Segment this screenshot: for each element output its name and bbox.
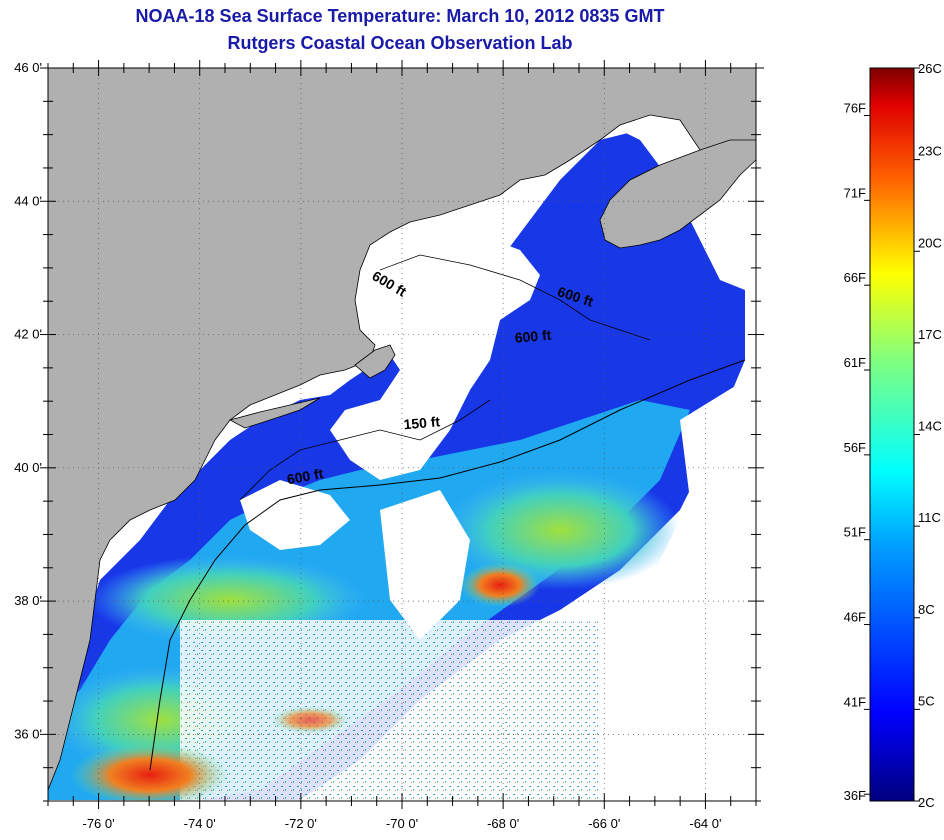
colorbar-f-label: 51F [844,525,866,540]
lat-tick-label: 36 0' [14,726,42,741]
speckled-cloud-area [180,620,600,800]
colorbar-c-label: 23C [918,144,942,159]
lon-tick-label: -64 0' [689,816,721,831]
colorbar-f-label: 71F [844,185,866,200]
lon-tick-label: -66 0' [588,816,620,831]
contour-150ft [239,399,491,501]
land-nova-scotia [599,139,756,249]
lat-tick-label: 42 0' [14,327,42,342]
cloud-offshore [380,490,470,640]
contour-gulf-maine [379,254,651,341]
colorbar-c-label: 11C [918,510,941,525]
green-warm-band [440,470,680,590]
graticule [48,68,756,801]
contour-label: 150 ft [403,413,441,432]
lon-tick-label: -72 0' [285,816,317,831]
map-title: NOAA-18 Sea Surface Temperature: March 1… [135,6,665,26]
lat-tick-label: 44 0' [14,193,42,208]
colorbar-f-label: 41F [844,694,866,709]
colorbar-c-label: 8C [918,602,935,617]
colorbar-f-label: 76F [844,101,866,116]
colorbar-c-label: 14C [918,419,942,434]
lon-tick-label: -74 0' [184,816,216,831]
map-subtitle: Rutgers Coastal Ocean Observation Lab [227,33,573,53]
colorbar-c-label: 20C [918,235,942,250]
lat-tick-label: 38 0' [14,593,42,608]
lat-tick-label: 40 0' [14,460,42,475]
gulf-stream-south [70,743,230,801]
warm-patch [270,706,350,734]
axis-labels: 46 0' 44 0' 42 0' 40 0' 38 0' 36 0' -76 0' -74 … [14,60,721,831]
axis-ticks [40,60,764,809]
cloud-east [600,380,756,801]
lat-tick-label: 46 0' [14,60,42,75]
colorbar-f-label: 46F [844,610,866,625]
colorbar-c-label: 26C [918,61,942,76]
land-long-island [228,397,321,429]
colorbar-f-label: 36F [844,788,866,803]
colorbar-c-label: 5C [918,693,935,708]
colorbar-f-label: 56F [844,440,866,455]
lon-tick-label: -68 0' [487,816,519,831]
colorbar-f-label: 61F [844,355,866,370]
contour-label: 600 ft [514,327,552,346]
cloud-gulf-of-maine [330,225,540,480]
lon-tick-label: -70 0' [386,816,418,831]
land-cape-cod [354,344,396,379]
colorbar-c-label: 2C [918,795,935,810]
colorbar-labels: 26C 23C 20C 17C 14C 11C 8C 5C 2C 76F 71F 66F 61F 56F 5… [844,61,942,810]
gulf-stream-warm-core [460,563,540,607]
contour-label: 600 ft [286,465,325,487]
colorbar [869,67,915,802]
contour-600ft-south [149,359,746,771]
colorbar-f-label: 66F [844,270,866,285]
lon-tick-label: -76 0' [83,816,115,831]
cloud-south [240,480,350,550]
colorbar-c-label: 17C [918,327,942,342]
